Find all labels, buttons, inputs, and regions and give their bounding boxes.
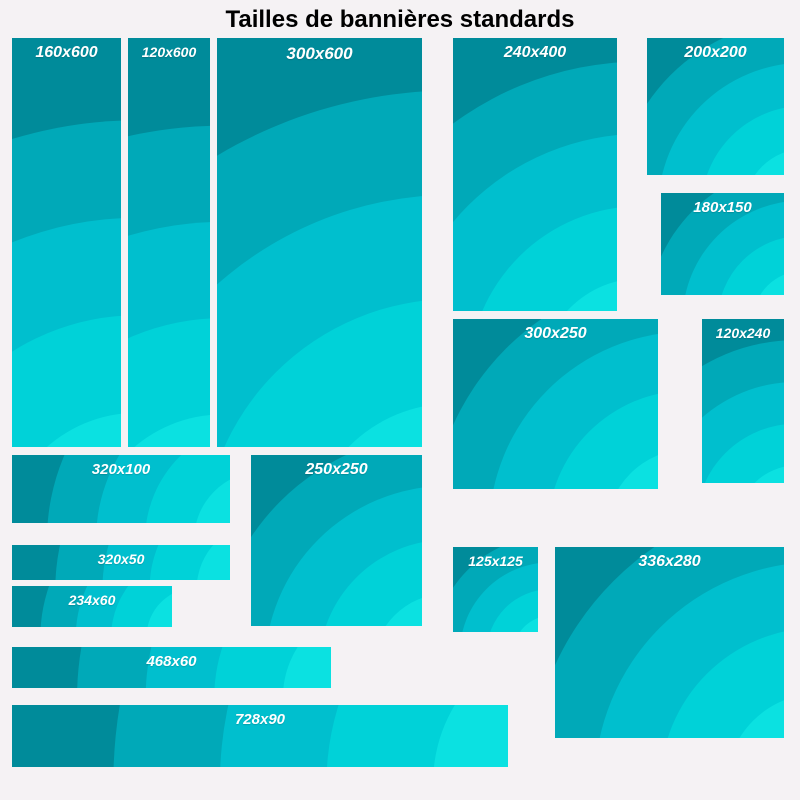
- banner-label: 300x600: [286, 44, 352, 64]
- banner-b-120x240: 120x240: [702, 319, 784, 483]
- banner-b-125x125: 125x125: [453, 547, 538, 632]
- banner-label: 728x90: [235, 711, 285, 728]
- banner-label: 320x100: [92, 461, 150, 478]
- banner-label: 320x50: [98, 551, 145, 567]
- banner-b-240x400: 240x400: [453, 38, 617, 311]
- banner-b-728x90: 728x90: [12, 705, 508, 767]
- banner-b-320x50: 320x50: [12, 545, 230, 580]
- banner-label: 200x200: [684, 44, 746, 62]
- banner-label: 468x60: [146, 653, 196, 670]
- banner-label: 120x240: [716, 325, 771, 341]
- banner-label: 336x280: [638, 553, 700, 571]
- banner-b-300x250: 300x250: [453, 319, 658, 489]
- banner-label: 125x125: [468, 553, 523, 569]
- banner-label: 300x250: [524, 325, 586, 343]
- banner-b-468x60: 468x60: [12, 647, 331, 688]
- banner-b-336x280: 336x280: [555, 547, 784, 738]
- banner-label: 250x250: [305, 461, 367, 479]
- banner-label: 160x600: [35, 44, 97, 62]
- banner-b-250x250: 250x250: [251, 455, 422, 626]
- banner-label: 240x400: [504, 44, 566, 62]
- banner-b-200x200: 200x200: [647, 38, 784, 175]
- banner-b-120x600: 120x600: [128, 38, 210, 447]
- banner-b-234x60: 234x60: [12, 586, 172, 627]
- banner-b-160x600: 160x600: [12, 38, 121, 447]
- banner-label: 120x600: [142, 44, 197, 60]
- banner-b-300x600: 300x600: [217, 38, 422, 447]
- banner-b-180x150: 180x150: [661, 193, 784, 295]
- banner-label: 180x150: [693, 199, 751, 216]
- page-title: Tailles de bannières standards: [225, 6, 574, 34]
- banner-b-320x100: 320x100: [12, 455, 230, 523]
- banner-label: 234x60: [69, 592, 116, 608]
